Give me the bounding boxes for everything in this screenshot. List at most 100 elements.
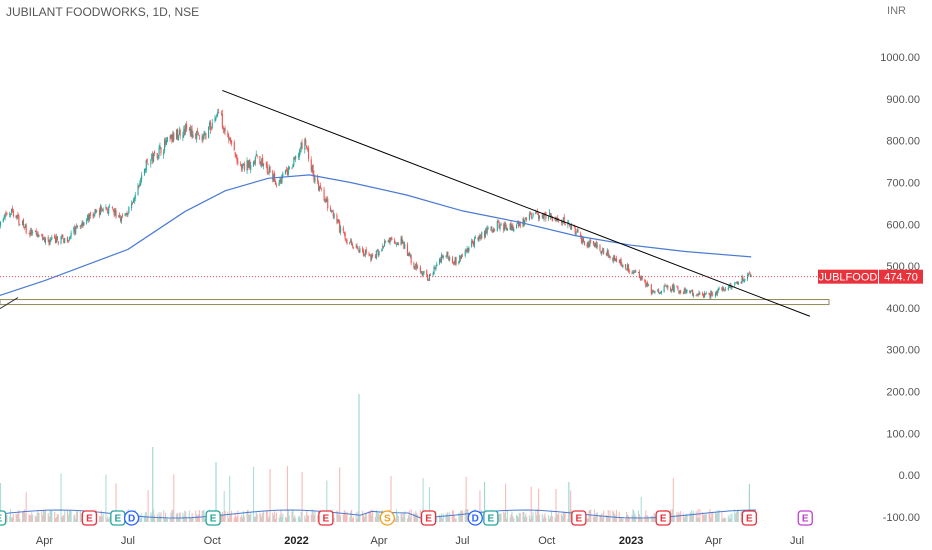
volume-bar [61, 517, 63, 522]
volume-bar [307, 515, 309, 522]
candle-body [454, 257, 456, 265]
volume-bar [371, 514, 373, 522]
candle-body [436, 264, 438, 267]
volume-bar [189, 518, 191, 522]
candle-body [461, 254, 463, 259]
chart-title: JUBILANT FOODWORKS, 1D, NSE [6, 5, 200, 19]
volume-bar [727, 515, 729, 522]
volume-bar [564, 512, 566, 522]
volume-bar [54, 511, 56, 522]
volume-bar [557, 514, 559, 522]
volume-bar [722, 518, 724, 522]
candle-body [17, 214, 19, 217]
volume-bar [336, 510, 338, 522]
volume-bar [551, 515, 553, 522]
candle-body [223, 129, 225, 131]
volume-bar [0, 482, 2, 522]
candle-body [131, 203, 133, 208]
volume-bar [48, 516, 50, 522]
candle-body [532, 213, 534, 217]
volume-bar [300, 512, 302, 522]
volume-bar [621, 518, 623, 522]
support-zone-anchor [0, 297, 19, 309]
volume-bar [201, 510, 203, 522]
volume-bar [345, 515, 347, 522]
volume-bar [422, 478, 424, 522]
event-label: S [384, 514, 391, 525]
candle-body [667, 285, 669, 289]
candle-body [563, 216, 565, 225]
candle-body [70, 232, 72, 237]
candle-body [382, 245, 384, 249]
event-label: E [425, 514, 432, 525]
candle-body [615, 258, 617, 261]
candle-body [73, 227, 75, 233]
volume-bar [240, 516, 242, 522]
candle-body [574, 227, 576, 234]
candle-body [523, 218, 525, 225]
volume-bar [671, 509, 673, 522]
volume-bar [55, 517, 58, 522]
candle-body [391, 238, 393, 241]
volume-bar [10, 509, 12, 522]
candle-body [401, 236, 403, 244]
volume-bar [633, 510, 635, 522]
volume-bar [357, 511, 359, 522]
candle-body [465, 250, 467, 252]
volume-bar [11, 517, 14, 522]
candle-body [407, 253, 409, 256]
candle-body [323, 189, 325, 201]
volume-bar [522, 511, 524, 522]
candle-body [314, 177, 316, 183]
candle-body [690, 291, 692, 293]
volume-bar [428, 487, 431, 522]
volume-bar [294, 515, 296, 522]
candle-body [445, 256, 447, 258]
event-label: E [0, 514, 2, 525]
candle-body [214, 117, 216, 121]
candle-body [524, 220, 526, 225]
candle-body [37, 233, 39, 237]
y-tick-label: 600.00 [886, 219, 920, 231]
volume-bar [562, 511, 564, 522]
volume-bar [461, 510, 464, 522]
candle-body [114, 209, 116, 214]
candle-body [189, 127, 191, 134]
volume-bar [263, 511, 265, 522]
candle-body [671, 285, 673, 290]
volume-bar [549, 518, 551, 522]
candle-body [153, 152, 155, 162]
candle-body [145, 159, 147, 171]
candle-body [81, 222, 83, 226]
volume-bar [291, 511, 293, 522]
candle-body [468, 247, 470, 252]
x-tick-label: 2023 [619, 535, 643, 547]
candle-body [613, 256, 615, 262]
candle-body [632, 272, 634, 274]
volume-bar [363, 517, 365, 522]
candle-body [2, 218, 4, 222]
candle-body [619, 260, 621, 263]
volume-bar [372, 509, 374, 522]
candle-body [298, 152, 300, 158]
candle-body [499, 225, 501, 229]
candle-body [659, 292, 662, 294]
volume-bar [34, 515, 36, 522]
candle-body [266, 164, 268, 172]
event-label: E [802, 514, 809, 525]
volume-bar [639, 516, 641, 522]
candle-body [657, 289, 659, 291]
volume-bar [99, 516, 102, 522]
candle-body [329, 207, 332, 212]
event-marker-e: E [741, 510, 757, 526]
volume-bar [203, 509, 205, 522]
volume-bar [12, 513, 14, 522]
candle-body [109, 206, 111, 208]
volume-bar [626, 511, 628, 522]
candle-body [137, 185, 139, 196]
volume-bar [183, 516, 185, 522]
volume-bar [589, 510, 591, 522]
volume-bar [268, 515, 270, 522]
y-tick-label: 0.00 [899, 470, 920, 482]
